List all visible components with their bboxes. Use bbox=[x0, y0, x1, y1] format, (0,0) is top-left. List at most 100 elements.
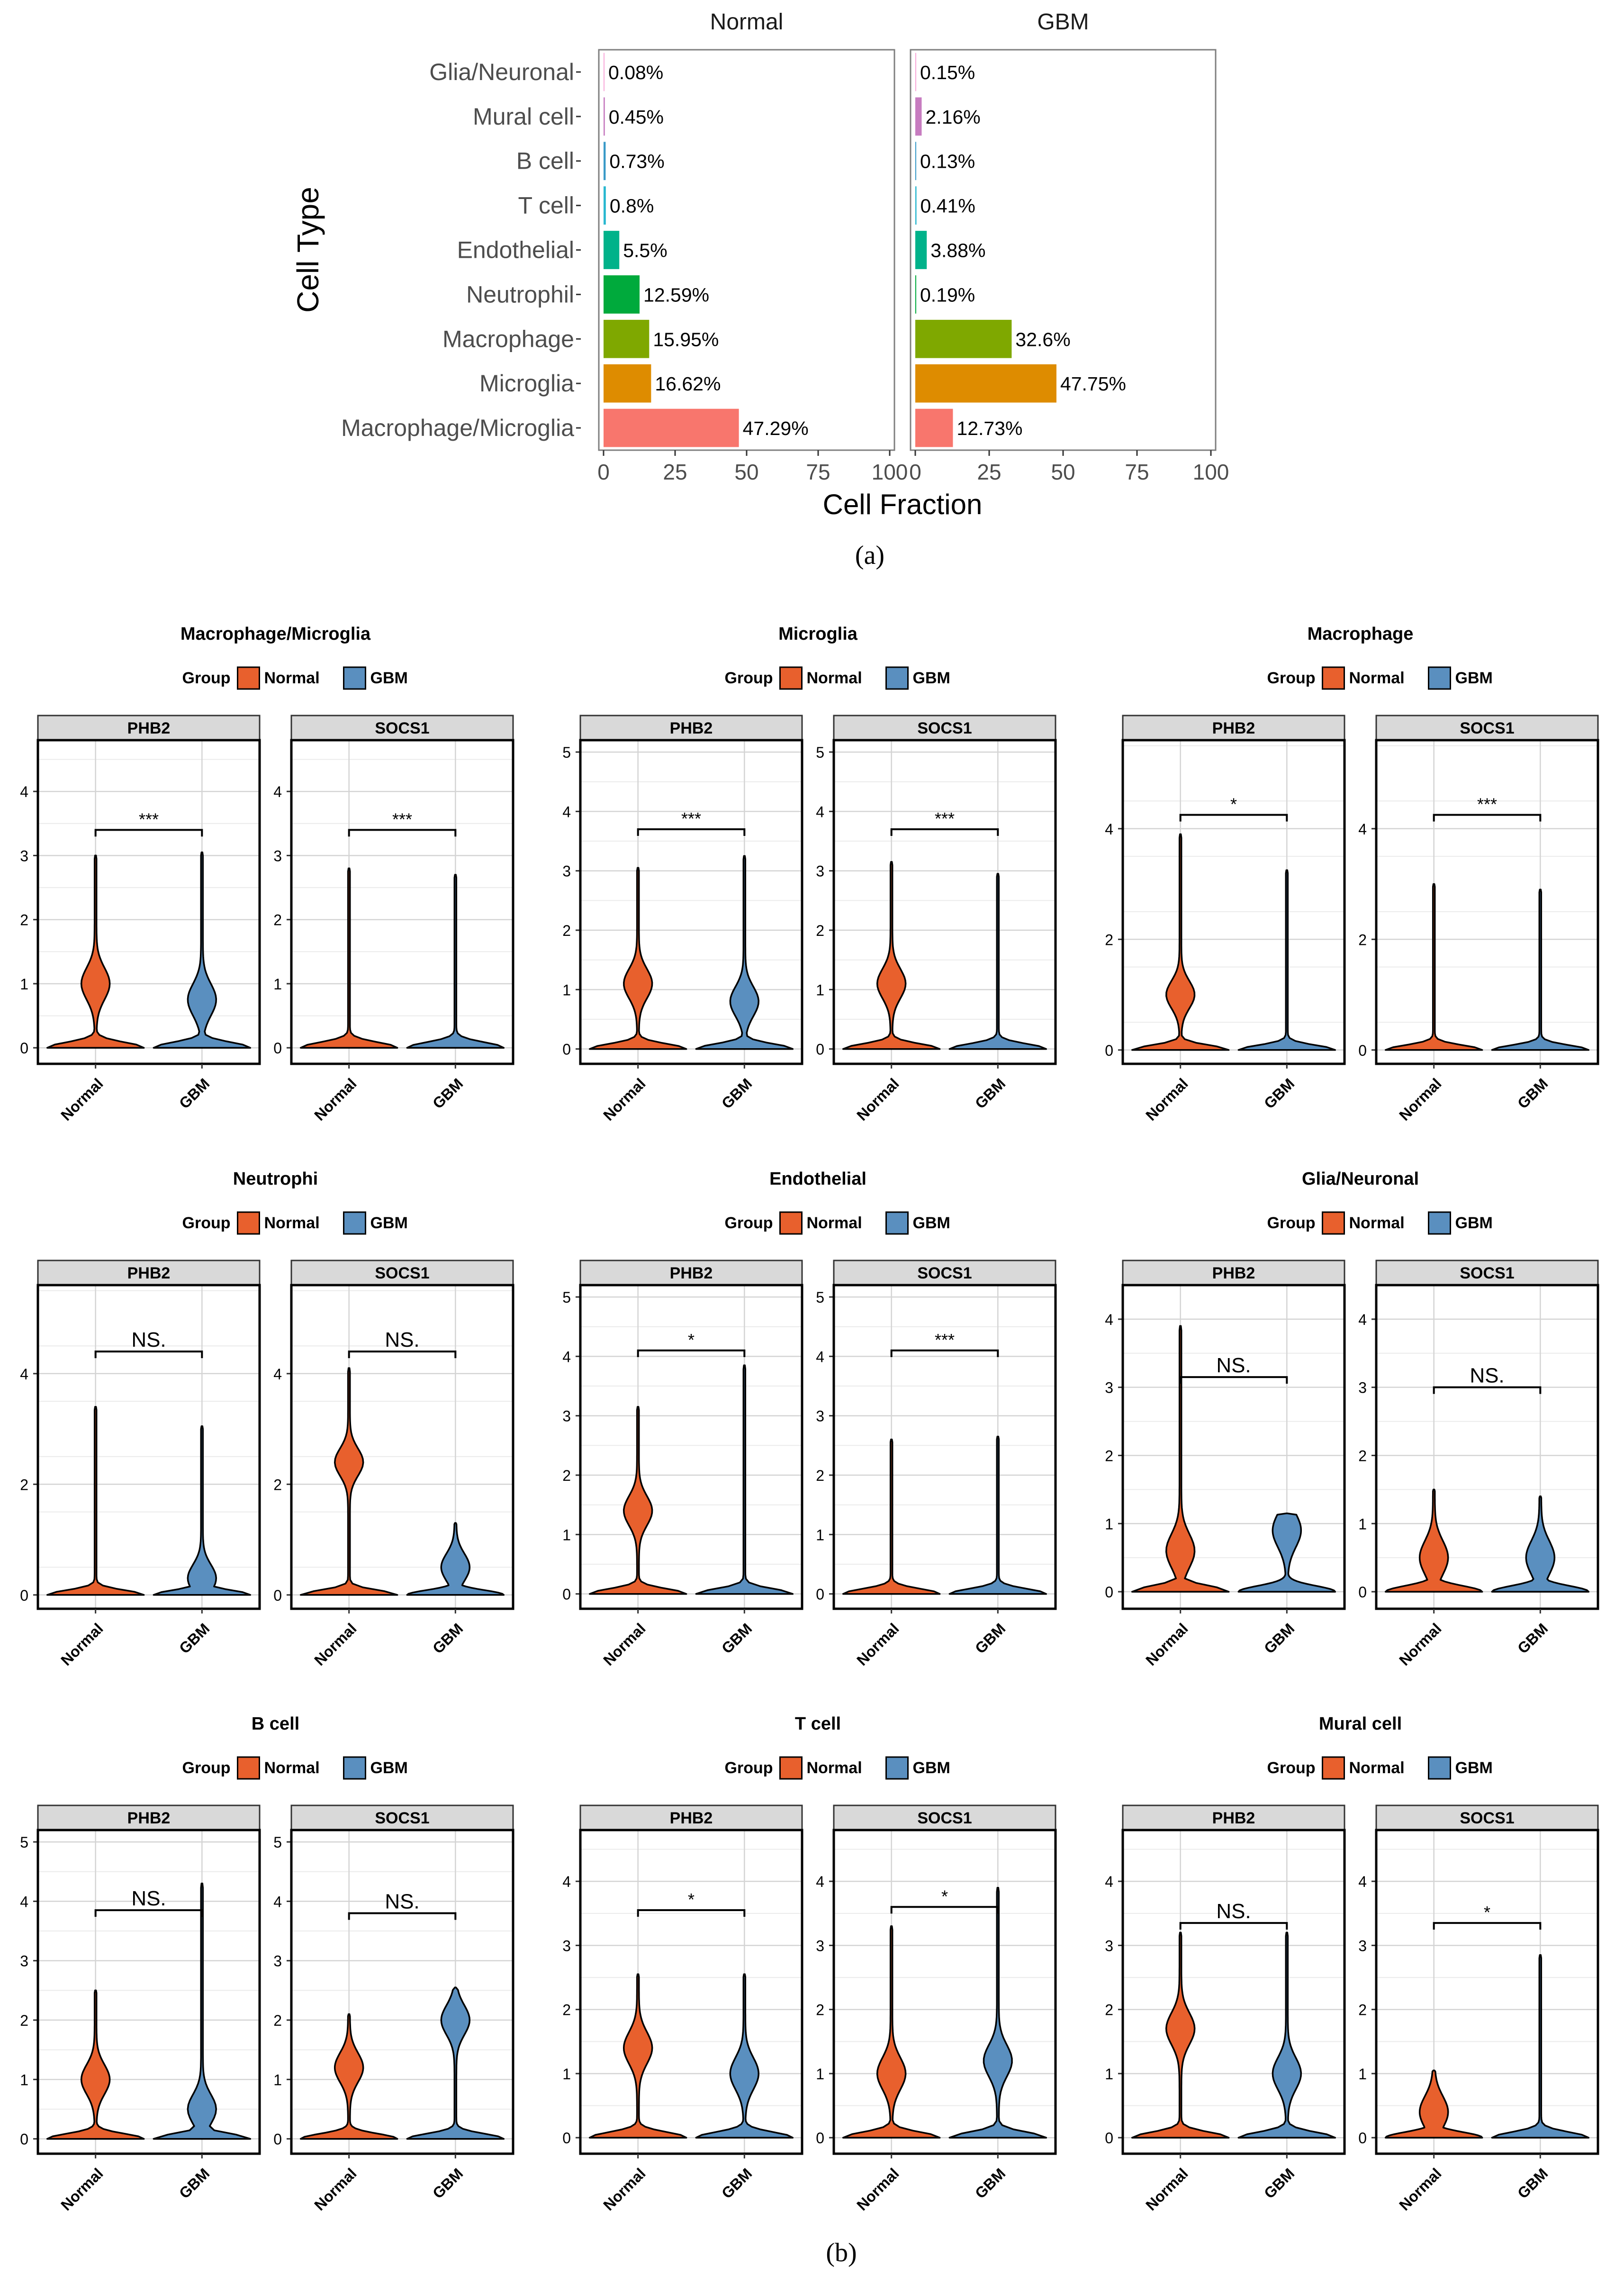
plot-background bbox=[580, 1830, 802, 2154]
violin-normal bbox=[588, 1973, 687, 2139]
bar-value-label: 0.19% bbox=[920, 284, 975, 306]
bar-value-label: 15.95% bbox=[653, 328, 719, 350]
y-tick-label: 0 bbox=[1105, 1584, 1113, 1601]
violin-gbm bbox=[1237, 1931, 1336, 2139]
legend-label-gbm: GBM bbox=[913, 1214, 950, 1232]
violin-gbm bbox=[1491, 888, 1590, 1051]
significance-bracket bbox=[1179, 1922, 1288, 1930]
facet-strip bbox=[833, 1804, 1056, 1831]
significance-label: * bbox=[688, 1890, 695, 1909]
violin-normal bbox=[1131, 1931, 1230, 2139]
panel-border bbox=[1375, 1829, 1599, 2155]
facet-socs1: SOCS1 0 1 2 3 4 5 NS. Normal GBM bbox=[273, 1804, 514, 2214]
x-tick-label: 0 bbox=[909, 460, 921, 484]
y-tick-label: 4 bbox=[562, 1348, 571, 1365]
facet-strip-label: SOCS1 bbox=[375, 719, 429, 737]
x-tick-label: Normal bbox=[1396, 1075, 1444, 1124]
bar-value-label: 0.8% bbox=[610, 195, 654, 217]
y-tick-label: 5 bbox=[816, 744, 824, 761]
y-tick-label: 1 bbox=[562, 981, 571, 998]
facet-strip bbox=[1122, 1804, 1345, 1831]
bar bbox=[604, 408, 739, 447]
panel-border bbox=[36, 739, 261, 1065]
y-tick-label: 4 bbox=[1358, 1311, 1367, 1328]
y-tick-label: 3 bbox=[1105, 1937, 1113, 1954]
y-tick-label: 0 bbox=[1105, 1042, 1113, 1059]
bar-value-label: 12.59% bbox=[643, 284, 709, 306]
plot-background bbox=[1376, 740, 1598, 1064]
significance-bracket bbox=[1433, 814, 1542, 822]
x-tick-label: Normal bbox=[311, 2165, 360, 2213]
bar-value-label: 32.6% bbox=[1015, 328, 1070, 350]
y-tick-label: 2 bbox=[273, 912, 282, 929]
violin-gbm bbox=[1491, 1495, 1590, 1593]
y-tick-label: 0 bbox=[816, 1586, 824, 1603]
legend-swatch-normal bbox=[779, 1756, 803, 1780]
x-tick-label: Normal bbox=[311, 1075, 360, 1124]
plot-background bbox=[580, 740, 802, 1064]
plot-background bbox=[38, 1830, 260, 2154]
panel-title: Mural cell bbox=[1319, 1714, 1402, 1734]
legend: Group Normal GBM bbox=[725, 666, 950, 690]
facet-phb2: PHB2 0 1 2 3 4 NS. Normal GBM bbox=[1105, 1260, 1346, 1669]
x-tick-label: 100 bbox=[1193, 460, 1229, 484]
legend-title: Group bbox=[1267, 669, 1316, 687]
x-tick-label: Normal bbox=[600, 1620, 649, 1668]
y-tick-label: 2 bbox=[816, 1467, 824, 1484]
plot-background bbox=[1123, 1285, 1344, 1609]
facet-phb2: PHB2 0 2 4 * Normal GBM bbox=[1105, 715, 1346, 1124]
x-tick-label: Normal bbox=[1396, 2165, 1444, 2213]
facet-strip-label: SOCS1 bbox=[375, 1809, 429, 1827]
y-tick-label: 4 bbox=[1358, 1873, 1367, 1890]
panel-border bbox=[290, 1284, 514, 1610]
violin-gbm bbox=[695, 1973, 794, 2139]
violin-normal bbox=[842, 1439, 941, 1595]
x-tick-label: 100 bbox=[872, 460, 908, 484]
violin-panel: Macrophage Group Normal GBM PHB2 0 2 4 * Normal GB… bbox=[1105, 624, 1599, 1124]
bar bbox=[604, 231, 620, 269]
panel-border bbox=[579, 1284, 803, 1610]
bar bbox=[915, 364, 1056, 403]
x-tick-label: GBM bbox=[429, 1075, 466, 1112]
y-tick-label: 4 bbox=[20, 783, 28, 800]
y-tick-label: 0 bbox=[20, 1587, 28, 1604]
y-tick-label: 0 bbox=[273, 1040, 282, 1057]
x-tick-label: Normal bbox=[57, 1075, 106, 1124]
bar bbox=[604, 319, 650, 358]
violin-gbm bbox=[948, 1886, 1047, 2139]
y-tick-label: 0 bbox=[20, 1040, 28, 1057]
legend: Group Normal GBM bbox=[182, 666, 408, 690]
panel-border bbox=[579, 1829, 803, 2155]
x-tick-label: 25 bbox=[977, 460, 1001, 484]
y-tick-label: 2 bbox=[20, 2012, 28, 2029]
x-tick-label: GBM bbox=[176, 1075, 213, 1112]
facet-phb2: PHB2 0 1 2 3 4 5 * Normal GBM bbox=[562, 1260, 803, 1669]
violin-normal bbox=[299, 2013, 398, 2140]
legend-label-normal: Normal bbox=[807, 1759, 862, 1777]
y-tick-label: 1 bbox=[1105, 1515, 1113, 1532]
panel-border bbox=[832, 739, 1057, 1065]
x-tick-label: GBM bbox=[176, 2165, 213, 2202]
y-tick-label: 1 bbox=[562, 1526, 571, 1543]
significance-label: NS. bbox=[131, 1328, 166, 1351]
facet-strip-label: SOCS1 bbox=[917, 1264, 972, 1282]
facet-socs1: SOCS1 0 1 2 3 4 *** Normal GBM bbox=[273, 715, 514, 1124]
legend-swatch-gbm bbox=[885, 666, 909, 690]
y-tick-label: 3 bbox=[273, 847, 282, 864]
panel-border bbox=[1375, 739, 1599, 1065]
y-tick-label: 1 bbox=[816, 981, 824, 998]
significance-label: * bbox=[688, 1330, 695, 1350]
y-tick-label: 0 bbox=[562, 1041, 571, 1058]
y-tick-label: 3 bbox=[1358, 1379, 1367, 1396]
legend-label-normal: Normal bbox=[807, 1214, 862, 1232]
violin-gbm bbox=[153, 1883, 252, 2140]
y-tick-label: 1 bbox=[816, 2066, 824, 2083]
y-tick-label: 3 bbox=[20, 1953, 28, 1970]
panel-title: Macrophage bbox=[1308, 624, 1414, 644]
y-tick-label: 1 bbox=[20, 2071, 28, 2088]
y-tick-label: 1 bbox=[273, 976, 282, 993]
significance-bracket bbox=[94, 1350, 203, 1359]
y-tick-label: 4 bbox=[273, 1893, 282, 1910]
legend-label-gbm: GBM bbox=[913, 1759, 950, 1777]
y-tick-label: 2 bbox=[20, 912, 28, 929]
